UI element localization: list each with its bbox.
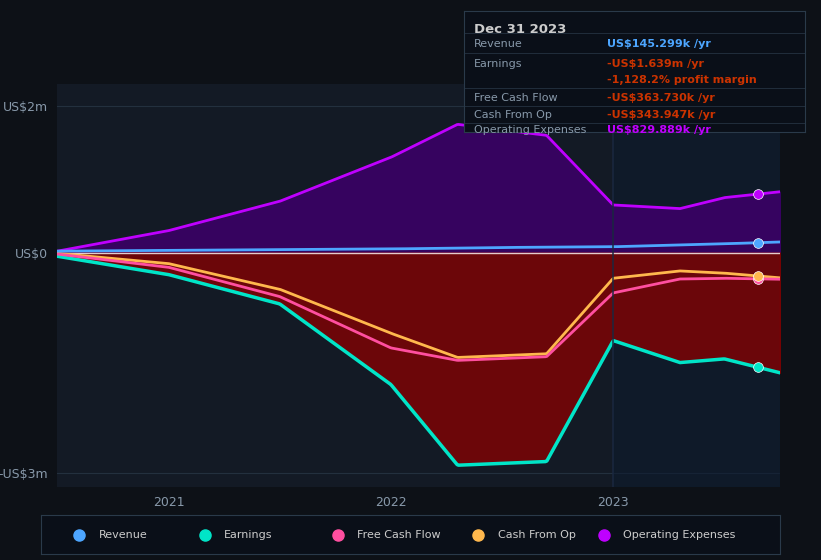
- Text: Dec 31 2023: Dec 31 2023: [474, 24, 566, 36]
- Text: Revenue: Revenue: [474, 39, 523, 49]
- Text: Cash From Op: Cash From Op: [498, 530, 576, 540]
- Text: US$145.299k /yr: US$145.299k /yr: [607, 39, 711, 49]
- Text: Operating Expenses: Operating Expenses: [623, 530, 736, 540]
- Text: -US$1.639m /yr: -US$1.639m /yr: [607, 59, 704, 69]
- Text: Free Cash Flow: Free Cash Flow: [357, 530, 441, 540]
- Text: Revenue: Revenue: [99, 530, 148, 540]
- Text: -US$363.730k /yr: -US$363.730k /yr: [607, 93, 715, 103]
- Text: Cash From Op: Cash From Op: [474, 110, 552, 120]
- Text: Earnings: Earnings: [224, 530, 273, 540]
- Text: -1,128.2% profit margin: -1,128.2% profit margin: [607, 75, 757, 85]
- Text: Earnings: Earnings: [474, 59, 523, 69]
- Bar: [613, 84, 780, 487]
- Text: US$829.889k /yr: US$829.889k /yr: [607, 125, 711, 136]
- Text: Operating Expenses: Operating Expenses: [474, 125, 586, 136]
- Text: -US$343.947k /yr: -US$343.947k /yr: [607, 110, 715, 120]
- Text: Free Cash Flow: Free Cash Flow: [474, 93, 557, 103]
